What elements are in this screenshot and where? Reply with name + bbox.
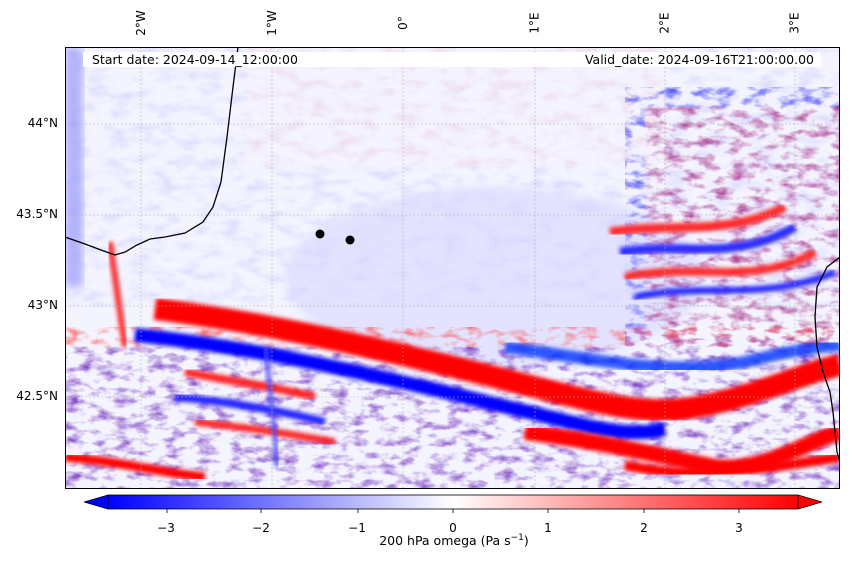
location-marker-1 <box>315 229 325 239</box>
colorbar-tick-m1: −1 <box>348 521 366 535</box>
start-date-label: Start date: 2024-09-14_12:00:00 <box>92 52 298 67</box>
coastline-east <box>814 256 840 463</box>
lat-tick-42-5n: 42.5°N <box>16 389 58 403</box>
omega-map <box>65 47 840 489</box>
colorbar <box>84 494 822 513</box>
colorbar-tick-0: 0 <box>449 521 457 535</box>
weak-descent-region <box>285 187 705 367</box>
colorbar-tick-2: 2 <box>640 521 648 535</box>
main-ascent-band <box>153 298 840 422</box>
lat-tick-43n: 43°N <box>27 298 58 312</box>
lat-tick-43-5n: 43.5°N <box>16 207 58 221</box>
colorbar-tick-1: 1 <box>544 521 552 535</box>
colorbar-tick-m2: −2 <box>252 521 270 535</box>
lat-tick-44n: 44°N <box>27 116 58 130</box>
lon-tick-0: 0° <box>395 16 410 30</box>
graticule <box>65 47 840 489</box>
colorbar-tick-3: 3 <box>735 521 743 535</box>
coastline-west <box>65 47 239 256</box>
lon-tick-3e: 3°E <box>788 12 802 34</box>
map-frame <box>65 47 840 489</box>
colorbar-label: 200 hPa omega (Pa s−1) <box>379 533 529 549</box>
colorbar-tick-m3: −3 <box>157 521 175 535</box>
northeast-wave-train <box>625 87 840 347</box>
colorbar-extend-min <box>84 494 109 510</box>
lon-tick-2e: 2°E <box>658 12 672 34</box>
colorbar-extend-max <box>797 494 822 510</box>
header-strip <box>83 52 821 67</box>
lon-tick-2w: 2°W <box>134 10 148 36</box>
lon-tick-1w: 1°W <box>265 10 279 36</box>
colorbar-gradient <box>107 494 799 510</box>
valid-date-label: Valid_date: 2024-09-16T21:00:00.00 <box>584 52 814 67</box>
location-marker-2 <box>345 235 355 245</box>
lon-tick-1e: 1°E <box>528 12 542 34</box>
